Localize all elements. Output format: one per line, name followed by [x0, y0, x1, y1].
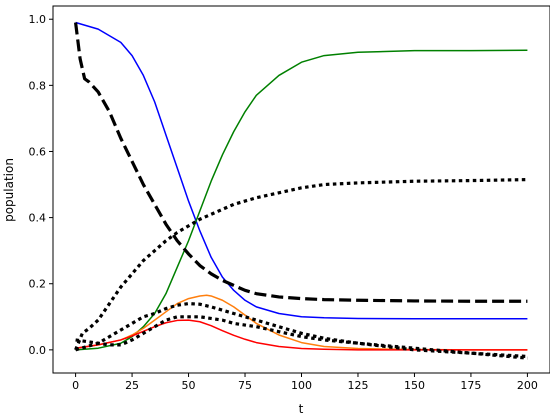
- y-tick-label: 1.0: [29, 13, 47, 26]
- series-line-1: [75, 21, 528, 320]
- x-tick-label: 75: [238, 379, 252, 392]
- series-line-8: [75, 315, 528, 360]
- x-tick-label: 125: [347, 379, 368, 392]
- series-line-6: [74, 177, 528, 351]
- y-axis-ticks: 0.0 0.2 0.4 0.6 0.8 1.0: [29, 13, 53, 357]
- x-tick-label: 0: [72, 379, 79, 392]
- y-tick-label: 0.2: [29, 278, 47, 291]
- series-line-7: [75, 301, 528, 359]
- series-line-5: [74, 22, 528, 303]
- series-layer: [74, 21, 528, 360]
- y-axis-title: population: [2, 158, 16, 222]
- x-tick-label: 175: [460, 379, 481, 392]
- x-tick-label: 100: [291, 379, 312, 392]
- y-tick-label: 0.8: [29, 79, 47, 92]
- x-tick-label: 50: [182, 379, 196, 392]
- series-line-4: [75, 319, 528, 351]
- x-tick-label: 200: [517, 379, 538, 392]
- y-tick-label: 0.4: [29, 212, 47, 225]
- y-tick-label: 0.0: [29, 344, 47, 357]
- x-tick-label: 25: [125, 379, 139, 392]
- x-tick-label: 150: [404, 379, 425, 392]
- x-axis-title: t: [299, 402, 304, 416]
- series-line-3: [75, 294, 528, 351]
- x-axis-ticks: 0 25 50 75 100 125 150 175 200: [72, 373, 538, 392]
- y-tick-label: 0.6: [29, 145, 47, 158]
